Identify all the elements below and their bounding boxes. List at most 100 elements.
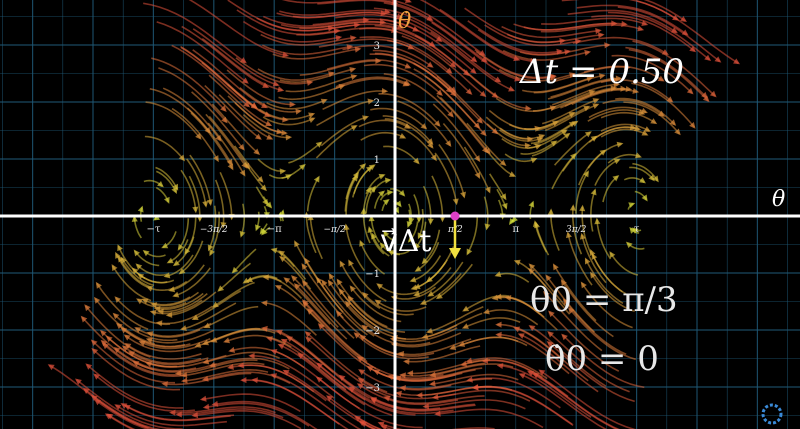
field-streamline xyxy=(564,87,631,107)
field-arrowhead xyxy=(120,403,128,409)
field-arrowhead xyxy=(584,257,591,265)
field-arrowhead xyxy=(93,373,101,380)
field-streamline xyxy=(439,96,491,154)
field-streamline xyxy=(204,351,280,364)
field-streamline xyxy=(298,353,393,416)
field-arrowhead xyxy=(474,172,481,180)
field-streamline xyxy=(408,358,491,375)
field-arrowhead xyxy=(84,304,91,312)
field-streamline xyxy=(219,171,233,219)
field-streamline xyxy=(427,246,455,282)
field-streamline xyxy=(133,361,217,373)
field-streamline xyxy=(321,280,375,337)
x-tick-label: −3π/2 xyxy=(200,225,228,235)
field-arrowhead xyxy=(124,342,132,349)
field-arrowhead xyxy=(142,249,150,257)
field-streamline xyxy=(335,76,410,88)
field-arrowhead xyxy=(213,155,219,163)
field-streamline xyxy=(594,158,620,186)
field-arrowhead xyxy=(416,392,423,399)
field-streamline xyxy=(262,327,334,373)
field-arrowhead xyxy=(257,176,264,183)
field-streamline xyxy=(349,387,454,415)
field-streamline xyxy=(379,18,476,74)
field-streamline xyxy=(191,91,245,150)
field-streamline xyxy=(107,414,136,429)
field-arrowhead xyxy=(316,362,324,369)
field-streamline xyxy=(188,0,288,57)
field-arrowhead xyxy=(304,331,312,338)
field-arrowhead xyxy=(191,314,199,321)
field-arrowhead xyxy=(223,337,231,344)
field-streamline xyxy=(271,373,362,429)
field-streamline xyxy=(318,323,396,380)
field-streamline xyxy=(305,213,317,254)
field-streamline xyxy=(201,61,270,117)
field-streamline xyxy=(483,196,489,229)
field-arrowhead xyxy=(661,49,669,55)
field-arrowhead xyxy=(590,188,597,196)
field-streamline xyxy=(193,409,302,429)
field-streamline xyxy=(91,340,176,384)
field-streamline xyxy=(292,11,402,19)
field-arrowhead xyxy=(525,105,532,112)
field-arrowhead xyxy=(353,22,361,29)
field-arrowhead xyxy=(669,119,677,126)
field-arrowhead xyxy=(285,134,293,141)
field-streamline xyxy=(182,362,265,377)
field-streamline xyxy=(181,25,268,88)
field-arrowhead xyxy=(482,308,490,315)
field-streamline xyxy=(272,349,360,410)
field-arrowhead xyxy=(384,177,392,184)
field-streamline xyxy=(204,85,261,140)
field-streamline xyxy=(567,233,593,286)
field-streamline xyxy=(373,7,477,62)
field-arrowhead xyxy=(260,300,268,307)
field-arrowhead xyxy=(379,242,387,250)
field-streamline xyxy=(600,128,648,138)
field-arrowhead xyxy=(279,255,286,263)
field-streamline xyxy=(157,305,213,325)
x-tick-label: 3π/2 xyxy=(566,225,587,235)
field-arrowhead xyxy=(491,127,499,135)
field-streamline xyxy=(337,279,388,328)
field-streamline xyxy=(541,98,598,125)
field-arrowhead xyxy=(283,277,291,284)
field-streamline xyxy=(501,25,600,39)
field-arrowhead xyxy=(547,331,554,338)
field-arrowhead xyxy=(426,61,434,68)
field-streamline xyxy=(529,325,607,387)
field-streamline xyxy=(162,87,222,141)
field-streamline xyxy=(541,17,647,26)
field-streamline xyxy=(192,28,279,86)
field-streamline xyxy=(413,62,483,123)
y-tick-label: 1 xyxy=(374,155,380,166)
field-arrowhead xyxy=(590,271,597,279)
field-arrowhead xyxy=(406,221,413,229)
field-streamline xyxy=(466,216,478,255)
field-streamline xyxy=(371,234,390,257)
field-streamline xyxy=(427,306,484,333)
x-tick-label: π xyxy=(513,224,520,235)
field-streamline xyxy=(424,75,486,136)
field-arrowhead xyxy=(90,394,98,402)
field-arrowhead xyxy=(568,72,576,79)
field-streamline xyxy=(304,258,344,313)
field-arrowhead xyxy=(383,230,390,238)
field-streamline xyxy=(101,340,183,376)
field-streamline xyxy=(378,93,440,126)
field-arrowhead xyxy=(610,85,618,92)
field-arrowhead xyxy=(131,215,138,222)
field-arrowhead xyxy=(261,325,268,332)
field-streamline xyxy=(208,74,271,126)
field-arrowhead xyxy=(474,155,481,163)
field-streamline xyxy=(96,283,149,330)
field-arrowhead xyxy=(421,257,429,265)
field-streamline xyxy=(112,265,152,302)
field-streamline xyxy=(548,311,620,372)
field-arrowhead xyxy=(417,232,424,240)
field-arrowhead xyxy=(550,140,558,147)
field-streamline xyxy=(551,87,616,111)
field-arrowhead xyxy=(399,132,407,139)
